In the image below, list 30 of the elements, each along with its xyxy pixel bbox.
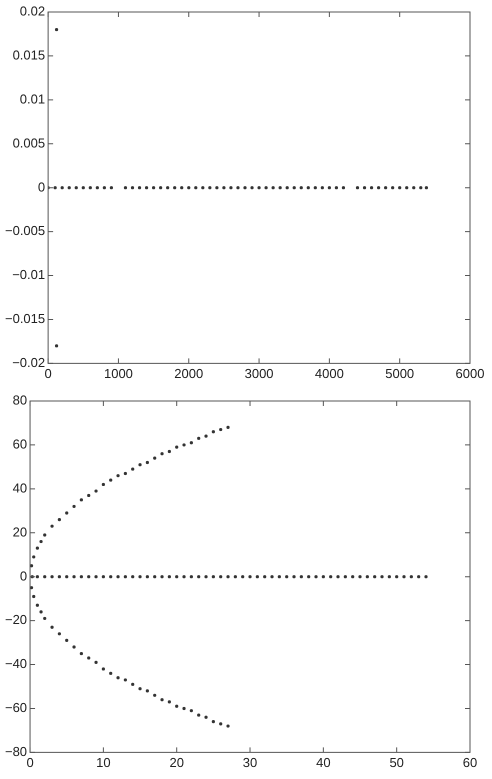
y-tick-label: 0 <box>38 179 46 194</box>
x-tick-label: 6000 <box>456 366 484 381</box>
y-tick-label: −40 <box>4 656 28 672</box>
y-tick-label: 0.005 <box>12 135 46 150</box>
y-tick-label: 60 <box>12 436 28 452</box>
x-tick-label: 3000 <box>244 366 274 381</box>
y-tick-label: −60 <box>4 700 28 716</box>
x-tick-label: 1000 <box>104 366 133 381</box>
x-tick-label: 40 <box>316 754 331 770</box>
x-tick-label: 60 <box>462 754 478 770</box>
y-tick-label: −0.01 <box>12 267 46 282</box>
y-tick-label: −80 <box>4 744 28 759</box>
y-tick-label: −0.02 <box>12 354 46 370</box>
y-tick-label: 0.02 <box>20 4 46 19</box>
y-tick-label: 40 <box>12 480 28 496</box>
x-tick-label: 10 <box>96 754 111 770</box>
y-tick-label: −20 <box>4 612 28 628</box>
x-tick-label: 5000 <box>385 366 414 381</box>
x-tick-label: 50 <box>389 754 404 770</box>
x-tick-label: 4000 <box>314 366 344 381</box>
x-tick-label: 2000 <box>174 366 204 381</box>
x-tick-label: 20 <box>169 754 184 770</box>
y-tick-label: 0 <box>20 568 28 584</box>
y-tick-label: 80 <box>12 392 28 408</box>
y-tick-label: 0.015 <box>12 48 46 63</box>
y-tick-label: 20 <box>12 524 28 540</box>
y-tick-label: −0.005 <box>5 223 46 238</box>
x-tick-label: 30 <box>242 754 258 770</box>
y-tick-label: 0.01 <box>20 91 46 106</box>
y-tick-label: −0.015 <box>5 311 46 326</box>
